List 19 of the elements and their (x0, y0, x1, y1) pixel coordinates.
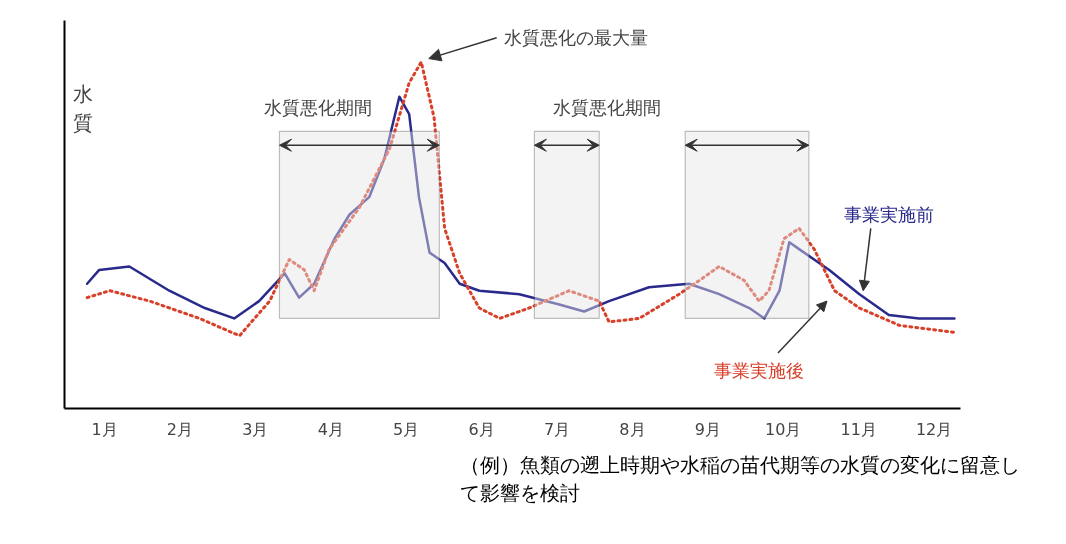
x-tick-label: 8月 (619, 419, 646, 439)
x-tick-label: 5月 (393, 419, 420, 439)
text: 事業実施前 (844, 203, 935, 225)
band-label: 水質悪化期間 (264, 96, 373, 118)
y-axis-title: 水質 (72, 82, 93, 135)
x-tick-label: 4月 (317, 419, 344, 439)
x-tick-label: 11月 (840, 419, 877, 439)
text: 事業実施後 (713, 359, 804, 381)
x-tick-label: 1月 (91, 419, 118, 439)
text: （例）魚類の遡上時期や水稲の苗代期等の水質の変化に留意して影響を検討 (460, 452, 1020, 507)
annotation: 水質悪化の最大量 (504, 27, 649, 49)
x-tick-label: 3月 (242, 419, 269, 439)
x-tick-label: 12月 (915, 419, 953, 439)
x-tick-label: 7月 (543, 419, 571, 439)
x-tick-label: 10月 (765, 419, 802, 439)
band-label: 水質悪化期間 (553, 96, 662, 118)
x-tick-label: 9月 (694, 419, 721, 439)
x-tick-label: 2月 (166, 419, 193, 439)
x-tick-label: 6月 (468, 419, 495, 439)
